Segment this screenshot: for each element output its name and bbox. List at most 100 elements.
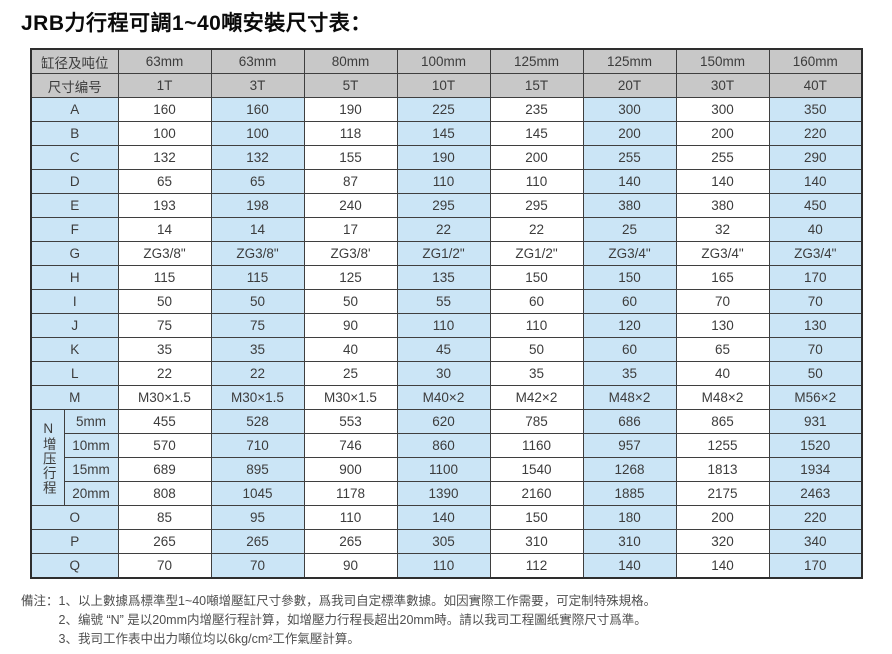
table-cell: 70	[210, 553, 305, 579]
table-cell: 90	[303, 313, 398, 338]
table-cell: 220	[768, 121, 863, 146]
table-cell: 75	[117, 313, 212, 338]
table-cell: 220	[768, 505, 863, 530]
table-cell: 40	[768, 217, 863, 242]
table-cell: 135	[396, 265, 491, 290]
row-label: M	[30, 385, 119, 410]
table-cell: 1813	[675, 457, 770, 482]
table-cell: 145	[396, 121, 491, 146]
table-cell: 110	[396, 313, 491, 338]
table-cell: 60	[582, 337, 677, 362]
table-cell: 225	[396, 97, 491, 122]
table-cell: 50	[489, 337, 584, 362]
table-cell: ZG3/8"	[117, 241, 212, 266]
table-cell: 35	[582, 361, 677, 386]
table-cell: 620	[396, 409, 491, 434]
table-cell: ZG3/4"	[768, 241, 863, 266]
table-cell: 350	[768, 97, 863, 122]
row-label: 缸径及吨位	[30, 48, 119, 74]
table-cell: 110	[303, 505, 398, 530]
table-cell: 1045	[210, 481, 305, 506]
table-row: Q 70 70 90 110 112 140 140 170	[30, 553, 863, 579]
table-cell: 198	[210, 193, 305, 218]
table-cell: 32	[675, 217, 770, 242]
table-cell: 65	[210, 169, 305, 194]
table-cell: 70	[675, 289, 770, 314]
table-cell: 265	[210, 529, 305, 554]
table-row: H 115 115 125 135 150 150 165 170	[30, 265, 863, 290]
row-label: O	[30, 505, 119, 530]
table-cell: 112	[489, 553, 584, 579]
table-cell: 170	[768, 553, 863, 579]
table-cell: 160	[210, 97, 305, 122]
table-cell: 87	[303, 169, 398, 194]
header-cell: 20T	[582, 73, 677, 98]
table-cell: 40	[675, 361, 770, 386]
table-cell: 110	[396, 553, 491, 579]
notes: 備注： 1、以上數據爲標準型1~40噸增壓缸尺寸參數，爲我司自定標準數據。如因實…	[21, 592, 892, 649]
table-cell: 865	[675, 409, 770, 434]
table-cell: 553	[303, 409, 398, 434]
table-cell: 75	[210, 313, 305, 338]
row-label: C	[30, 145, 119, 170]
table-cell: ZG1/2"	[396, 241, 491, 266]
table-cell: M56×2	[768, 385, 863, 410]
table-cell: 115	[117, 265, 212, 290]
table-cell: 1540	[489, 457, 584, 482]
table-cell: 140	[396, 505, 491, 530]
table-cell: 130	[675, 313, 770, 338]
table-cell: 22	[489, 217, 584, 242]
table-cell: 2160	[489, 481, 584, 506]
header-cell: 3T	[210, 73, 305, 98]
table-cell: 455	[117, 409, 212, 434]
table-cell: 70	[768, 337, 863, 362]
table-row: L 22 22 25 30 35 35 40 50	[30, 361, 863, 386]
table-cell: 290	[768, 145, 863, 170]
table-cell: 1520	[768, 433, 863, 458]
row-label: F	[30, 217, 119, 242]
table-cell: 200	[675, 121, 770, 146]
table-cell: 200	[675, 505, 770, 530]
row-label: I	[30, 289, 119, 314]
table-cell: 1268	[582, 457, 677, 482]
table-cell: 85	[117, 505, 212, 530]
header-cell: 5T	[303, 73, 398, 98]
table-cell: 180	[582, 505, 677, 530]
table-cell: M30×1.5	[303, 385, 398, 410]
table-cell: 150	[489, 265, 584, 290]
table-cell: 35	[210, 337, 305, 362]
header-cell: 63mm	[210, 48, 305, 74]
row-label: H	[30, 265, 119, 290]
row-label: A	[30, 97, 119, 122]
table-row: 20mm 808 1045 1178 1390 2160 1885 2175 2463	[31, 481, 863, 506]
table-cell: ZG3/4"	[675, 241, 770, 266]
note-item: 1、以上數據爲標準型1~40噸增壓缸尺寸參數，爲我司自定標準數據。如因實際工作需…	[58, 594, 657, 608]
notes-items: 1、以上數據爲標準型1~40噸增壓缸尺寸參數，爲我司自定標準數據。如因實際工作需…	[59, 592, 657, 649]
notes-prefix: 備注：	[21, 594, 59, 608]
table-cell: 2463	[768, 481, 863, 506]
table-cell: 65	[117, 169, 212, 194]
table-cell: 70	[117, 553, 212, 579]
table-cell: 1178	[303, 481, 398, 506]
table-cell: 50	[210, 289, 305, 314]
table-cell: 190	[396, 145, 491, 170]
header-row: 缸径及吨位 63mm 63mm 80mm 100mm 125mm 125mm 150mm 160…	[30, 48, 863, 74]
table-cell: 686	[582, 409, 677, 434]
table-cell: 710	[210, 433, 305, 458]
table-cell: 265	[117, 529, 212, 554]
table-cell: 25	[303, 361, 398, 386]
table-cell: 380	[675, 193, 770, 218]
table-cell: 165	[675, 265, 770, 290]
table-cell: 35	[489, 361, 584, 386]
sub-row-label: 5mm	[63, 409, 119, 434]
row-label: B	[30, 121, 119, 146]
table-cell: 150	[489, 505, 584, 530]
table-cell: 50	[303, 289, 398, 314]
row-label: D	[30, 169, 119, 194]
table-cell: 931	[768, 409, 863, 434]
table-row: 10mm 570 710 746 860 1160 957 1255 1520	[31, 433, 863, 458]
table-cell: 140	[768, 169, 863, 194]
table-cell: 310	[582, 529, 677, 554]
table-cell: 130	[768, 313, 863, 338]
table-cell: 785	[489, 409, 584, 434]
